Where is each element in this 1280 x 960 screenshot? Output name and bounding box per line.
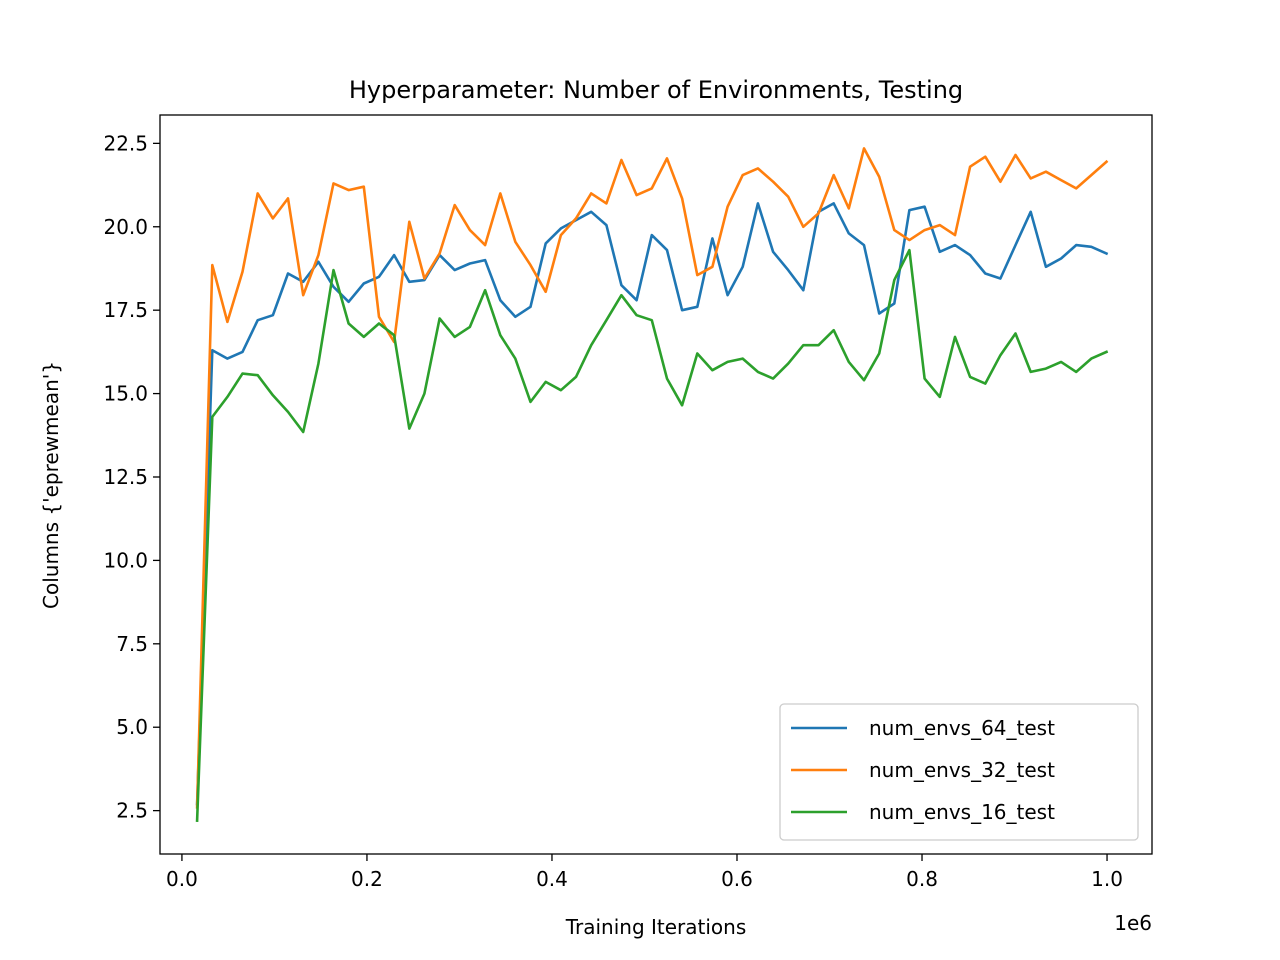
legend: num_envs_64_test num_envs_32_test num_envs… <box>779 703 1139 841</box>
x-tick-label: 0.6 <box>721 867 753 891</box>
legend-label: num_envs_16_test <box>869 800 1055 824</box>
x-tick-label: 0.4 <box>536 867 568 891</box>
plot-area <box>159 114 1153 855</box>
x-tick-label: 0.8 <box>906 867 938 891</box>
series-line-num_envs_32_test <box>195 147 1109 809</box>
legend-box <box>779 703 1139 841</box>
chart-title: Hyperparameter: Number of Environments, … <box>349 76 963 104</box>
y-tick-label: 10.0 <box>103 548 148 572</box>
x-axis-ticks: 0.0 0.2 0.4 0.6 0.8 1.0 <box>166 854 1123 891</box>
y-axis-label: Columns {'eprewmean'} <box>39 361 63 609</box>
y-tick-label: 17.5 <box>103 298 148 322</box>
axes-frame <box>159 114 1153 855</box>
x-tick-label: 0.0 <box>166 867 198 891</box>
y-axis-ticks: 2.5 5.0 7.5 10.0 12.5 15.0 17.5 20.0 22.5 <box>103 131 160 823</box>
series-layer <box>195 147 1109 822</box>
y-tick-label: 2.5 <box>116 799 148 823</box>
x-axis-label: Training Iterations <box>565 915 747 939</box>
y-tick-label: 7.5 <box>116 632 148 656</box>
y-tick-label: 12.5 <box>103 465 148 489</box>
y-tick-label: 20.0 <box>103 215 148 239</box>
legend-label: num_envs_64_test <box>869 716 1055 740</box>
y-tick-label: 5.0 <box>116 715 148 739</box>
x-tick-label: 1.0 <box>1091 867 1123 891</box>
x-axis-offset-label: 1e6 <box>1114 911 1152 935</box>
y-tick-label: 22.5 <box>103 131 148 155</box>
x-tick-label: 0.2 <box>351 867 383 891</box>
series-line-num_envs_64_test <box>195 202 1109 806</box>
y-tick-label: 15.0 <box>103 382 148 406</box>
legend-label: num_envs_32_test <box>869 758 1055 782</box>
series-line-num_envs_16_test <box>195 248 1109 822</box>
